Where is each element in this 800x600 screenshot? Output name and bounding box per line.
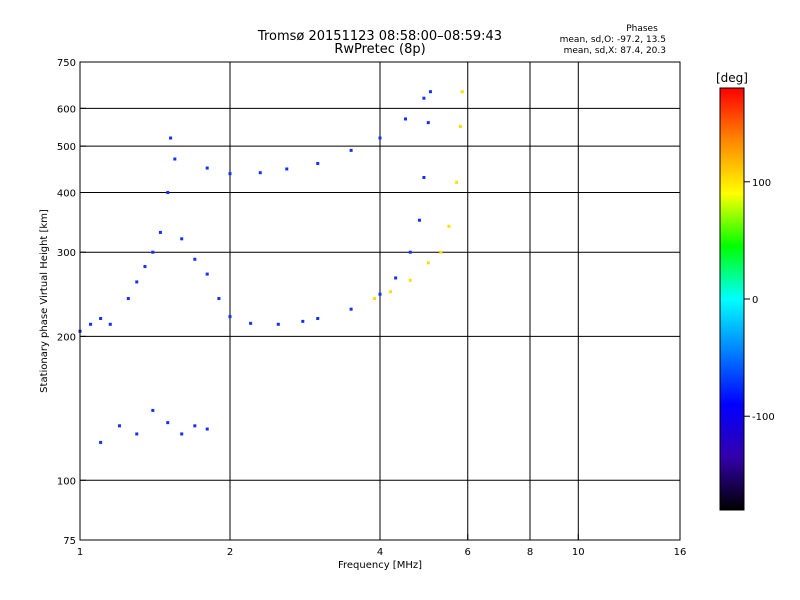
data-point xyxy=(99,316,103,320)
data-point xyxy=(276,322,280,326)
y-tick-label: 750 xyxy=(57,58,76,69)
data-point xyxy=(89,322,93,326)
axis-ticks: 1 2 4 6 8 10 16 75 100 200 300 400 500 600 750 xyxy=(57,58,686,558)
data-point xyxy=(373,297,377,301)
y-tick-label: 600 xyxy=(57,104,76,115)
data-point xyxy=(126,297,130,301)
data-point xyxy=(316,161,320,165)
data-point xyxy=(378,136,382,140)
chart-title: Tromsø 20151123 08:58:00–08:59:43 xyxy=(257,29,502,44)
data-point xyxy=(285,167,289,171)
data-point xyxy=(143,265,147,269)
x-axis-label: Frequency [MHz] xyxy=(338,560,422,571)
data-point xyxy=(205,166,209,170)
colorbar-tick-label: 100 xyxy=(752,178,771,189)
x-tick-label: 8 xyxy=(527,547,533,558)
data-point xyxy=(258,171,262,175)
data-point xyxy=(422,96,426,100)
colorbar xyxy=(719,87,745,511)
data-point xyxy=(301,319,305,323)
data-point xyxy=(417,218,421,222)
x-tick-label: 10 xyxy=(572,547,585,558)
data-point xyxy=(378,292,382,296)
data-point xyxy=(422,175,426,179)
data-point xyxy=(228,315,232,319)
data-point xyxy=(228,172,232,176)
data-point xyxy=(166,190,170,194)
data-point xyxy=(169,136,173,140)
data-point xyxy=(180,432,184,436)
x-tick-label: 4 xyxy=(377,547,383,558)
data-point xyxy=(151,250,155,254)
data-point xyxy=(151,408,155,412)
data-point xyxy=(180,237,184,241)
data-point xyxy=(108,322,112,326)
data-point xyxy=(426,261,430,265)
colorbar-ticks: 100 0 -100 xyxy=(744,178,775,423)
data-point xyxy=(439,250,443,254)
grid-lines xyxy=(80,62,680,540)
y-tick-label: 100 xyxy=(57,476,76,487)
data-point xyxy=(205,427,209,431)
y-tick-label: 500 xyxy=(57,142,76,153)
data-point xyxy=(460,90,464,94)
data-point xyxy=(408,278,412,282)
x-tick-label: 1 xyxy=(77,547,83,558)
x-tick-label: 16 xyxy=(674,547,687,558)
data-point xyxy=(217,297,221,301)
legend-line-x: mean, sd,X: 87.4, 20.3 xyxy=(564,46,666,56)
data-point xyxy=(205,272,209,276)
data-point xyxy=(193,424,197,428)
chart-subtitle: RwPretec (8p) xyxy=(334,42,425,57)
data-point xyxy=(135,432,139,436)
data-point xyxy=(349,148,353,152)
data-point xyxy=(458,124,462,128)
y-tick-label: 75 xyxy=(63,536,76,547)
y-tick-label: 200 xyxy=(57,332,76,343)
data-point xyxy=(447,224,451,228)
x-tick-label: 6 xyxy=(465,547,471,558)
colorbar-tick-label: -100 xyxy=(752,412,775,423)
data-point xyxy=(135,280,139,284)
colorbar-label: [deg] xyxy=(716,71,748,85)
legend-line-o: mean, sd,O: -97.2, 13.5 xyxy=(560,35,666,45)
data-point xyxy=(166,421,170,425)
data-point xyxy=(349,307,353,311)
data-point xyxy=(426,121,430,125)
y-tick-label: 400 xyxy=(57,188,76,199)
data-point xyxy=(316,316,320,320)
data-point xyxy=(389,290,393,294)
y-tick-label: 300 xyxy=(57,248,76,259)
data-point xyxy=(428,90,432,94)
x-tick-label: 2 xyxy=(227,547,233,558)
data-points xyxy=(78,90,464,444)
data-point xyxy=(403,117,407,121)
data-point xyxy=(158,230,162,234)
data-point xyxy=(249,321,253,325)
data-point xyxy=(193,257,197,261)
data-point xyxy=(394,276,398,280)
legend-title: Phases xyxy=(626,24,658,34)
data-point xyxy=(455,180,459,184)
data-point xyxy=(117,424,121,428)
colorbar-tick-label: 0 xyxy=(752,295,758,306)
data-point xyxy=(408,250,412,254)
y-axis-label: Stationary phase Virtual Height [km] xyxy=(39,209,50,393)
data-point xyxy=(99,440,103,444)
data-point xyxy=(173,157,177,161)
